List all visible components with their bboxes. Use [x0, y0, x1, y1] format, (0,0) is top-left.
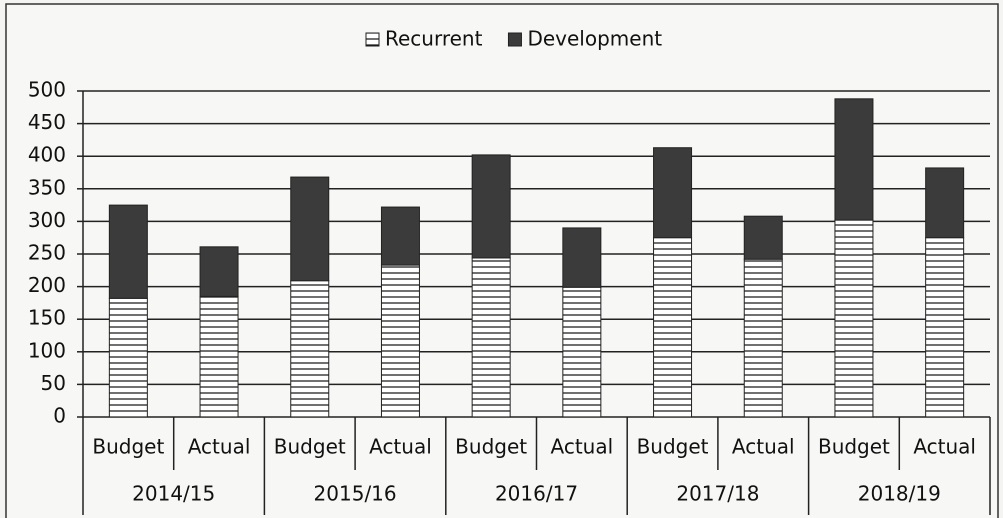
- bar-segment: [290, 280, 330, 418]
- y-tick-label: 300: [28, 208, 66, 232]
- bar-segment: [108, 297, 148, 418]
- legend-swatch: [507, 32, 522, 47]
- group-label: 2016/17: [495, 482, 578, 506]
- x-tick-label: Budget: [637, 435, 709, 459]
- bar-segment: [380, 264, 420, 418]
- group-label: 2014/15: [132, 482, 215, 506]
- bar-segment: [834, 98, 874, 221]
- bar-segment: [108, 204, 148, 299]
- group-label: 2015/16: [314, 482, 397, 506]
- x-tick-label: Budget: [274, 435, 346, 459]
- bar-segment: [471, 154, 511, 259]
- bar-segment: [925, 237, 965, 418]
- bar-segment: [562, 227, 602, 288]
- y-tick-label: 400: [28, 143, 66, 167]
- group-label: 2018/19: [858, 482, 941, 506]
- bar-segment: [743, 215, 783, 260]
- y-tick-label: 350: [28, 175, 66, 199]
- x-tick-label: Budget: [92, 435, 164, 459]
- bar-segment: [743, 258, 783, 418]
- y-tick-label: 200: [28, 273, 66, 297]
- bar-segment: [925, 167, 965, 239]
- bar-segment: [834, 219, 874, 418]
- bar-segment: [653, 147, 693, 239]
- legend-label: Development: [527, 27, 662, 51]
- y-tick-label: 450: [28, 110, 66, 134]
- x-tick-label: Budget: [455, 435, 527, 459]
- bar-segment: [199, 246, 239, 297]
- x-tick-label: Budget: [818, 435, 890, 459]
- x-tick-label: Actual: [188, 435, 251, 459]
- x-tick-label: Actual: [913, 435, 976, 459]
- bar-segment: [562, 286, 602, 418]
- x-tick-label: Actual: [732, 435, 795, 459]
- y-tick-label: 250: [28, 241, 66, 265]
- bar-segment: [199, 295, 239, 418]
- y-tick-label: 0: [53, 404, 66, 428]
- x-tick-label: Actual: [369, 435, 432, 459]
- legend: Recurrent Development: [365, 27, 662, 51]
- y-tick-label: 50: [41, 371, 66, 395]
- y-tick-label: 500: [28, 78, 66, 102]
- legend-swatch: [365, 32, 380, 47]
- bar-segment: [653, 237, 693, 418]
- y-tick-label: 100: [28, 338, 66, 362]
- bar-segment: [380, 206, 420, 266]
- x-tick-label: Actual: [551, 435, 614, 459]
- bar-segment: [290, 176, 330, 282]
- bar-segment: [471, 257, 511, 418]
- legend-label: Recurrent: [385, 27, 483, 51]
- group-label: 2017/18: [676, 482, 759, 506]
- y-tick-label: 150: [28, 306, 66, 330]
